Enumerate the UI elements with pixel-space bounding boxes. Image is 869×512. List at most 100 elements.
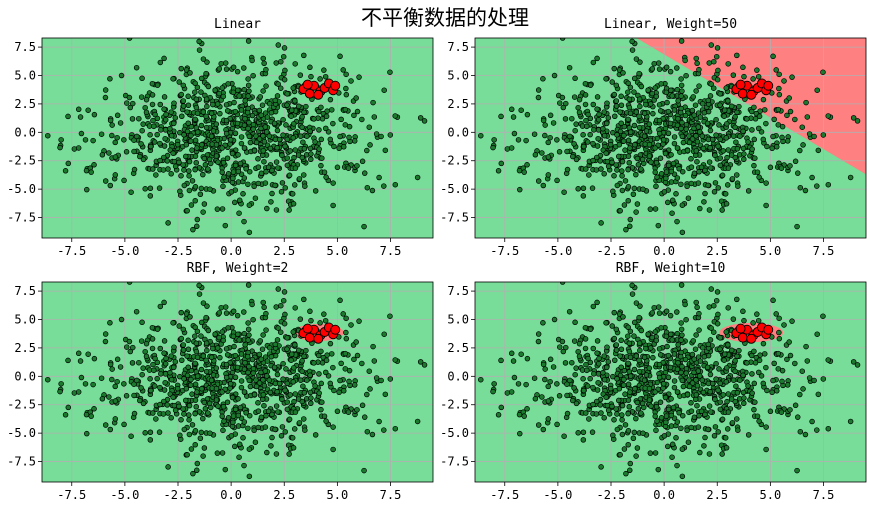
data-point-majority [717, 91, 723, 97]
data-point-majority [273, 207, 280, 213]
data-point-majority [604, 402, 611, 409]
data-point-majority [667, 364, 674, 371]
data-point-majority [713, 376, 719, 382]
data-point-majority [235, 152, 241, 158]
data-point-majority [678, 337, 684, 343]
data-point-majority [612, 357, 618, 364]
data-point-majority [245, 125, 251, 132]
data-point-majority [752, 155, 758, 161]
data-point-majority [160, 167, 167, 173]
data-point-majority [264, 449, 270, 456]
data-point-majority [301, 52, 307, 59]
data-point-majority [229, 150, 236, 157]
data-point-majority [177, 188, 183, 195]
data-point-majority [184, 208, 190, 214]
x-tick-label: -7.5 [490, 488, 519, 502]
data-point-majority [245, 369, 251, 376]
data-point-majority [181, 426, 188, 433]
data-point-majority [660, 381, 667, 387]
data-point-majority [587, 326, 594, 332]
data-point-majority [697, 114, 704, 120]
data-point-majority [273, 60, 279, 66]
data-point-majority [767, 408, 774, 415]
data-point-majority [825, 113, 831, 119]
data-point-majority [291, 365, 297, 371]
data-point-majority [207, 430, 213, 436]
data-point-majority [302, 427, 308, 433]
subplot-grid: Linear-7.5 -5.0 -2.5 0.0 2.5 5.0 7.57.55.02.50… [7, 17, 867, 502]
data-point-majority [611, 65, 618, 72]
data-point-majority [734, 416, 740, 422]
data-point-majority [776, 91, 783, 98]
data-point-majority [752, 360, 759, 366]
data-point-majority [760, 136, 767, 143]
data-point-majority [611, 91, 618, 98]
data-point-majority [286, 416, 293, 423]
data-point-majority [581, 387, 587, 394]
data-point-majority [702, 434, 708, 441]
data-point-majority [373, 131, 380, 137]
data-point-majority [171, 100, 177, 106]
data-point-majority [691, 356, 697, 362]
data-point-majority [679, 332, 685, 338]
plot-area [42, 282, 433, 482]
data-point-majority [580, 429, 587, 436]
data-point-majority [689, 136, 696, 142]
data-point-majority [572, 127, 578, 134]
data-point-majority [566, 64, 573, 71]
data-point-majority [619, 417, 625, 423]
data-point-majority [359, 402, 366, 409]
data-point-majority [693, 55, 699, 62]
data-point-majority [316, 352, 322, 359]
data-point-majority [674, 462, 680, 469]
data-point-majority [311, 116, 317, 122]
data-point-majority [601, 109, 607, 115]
data-point-majority [161, 350, 167, 356]
data-point-majority [106, 394, 112, 400]
data-point-majority [183, 385, 190, 392]
data-point-majority [717, 335, 723, 341]
data-point-majority [161, 387, 168, 393]
data-point-majority [308, 317, 314, 324]
data-point-majority [675, 342, 681, 348]
data-point-majority [319, 155, 325, 161]
data-point-majority [346, 134, 352, 141]
data-point-majority [618, 364, 624, 370]
data-point-majority [625, 116, 631, 123]
data-point-majority [334, 164, 341, 171]
data-point-majority [269, 434, 275, 441]
data-point-majority [498, 404, 505, 411]
data-point-majority [638, 166, 644, 172]
data-point-majority [545, 416, 552, 422]
data-point-majority [312, 188, 319, 194]
data-point-majority [414, 174, 421, 181]
data-point-majority [695, 368, 702, 374]
data-point-majority [495, 168, 502, 174]
y-tick-label: -2.5 [440, 398, 469, 412]
data-point-majority [186, 417, 192, 423]
data-point-majority [272, 97, 278, 104]
data-point-majority [353, 95, 359, 101]
data-point-majority [123, 149, 130, 155]
data-point-majority [705, 426, 711, 433]
data-point-majority [289, 435, 296, 441]
data-point-majority [637, 59, 643, 65]
data-point-majority [241, 218, 247, 225]
data-point-majority [247, 383, 254, 390]
data-point-majority [148, 387, 154, 394]
data-point-majority [242, 115, 248, 122]
data-point-majority [794, 223, 800, 230]
data-point-majority [150, 361, 156, 368]
data-point-majority [268, 353, 275, 360]
data-point-majority [590, 140, 596, 147]
data-point-majority [231, 343, 237, 350]
data-point-majority [721, 351, 728, 357]
data-point-majority [720, 392, 726, 398]
data-point-majority [318, 136, 325, 143]
data-point-majority [290, 201, 297, 207]
data-point-majority [656, 102, 663, 108]
data-point-minority [735, 79, 746, 90]
data-point-majority [776, 315, 782, 322]
data-point-majority [491, 137, 497, 143]
data-point-majority [136, 115, 142, 122]
